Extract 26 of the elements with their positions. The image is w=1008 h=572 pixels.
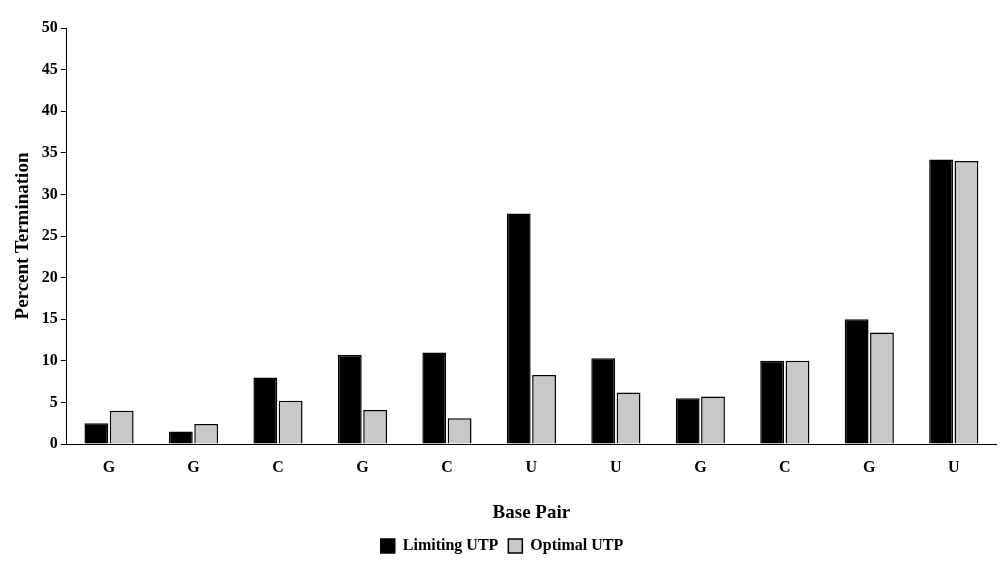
x-tick-label: G xyxy=(863,457,877,475)
x-tick-label: U xyxy=(610,457,623,475)
y-tick-label: 0 xyxy=(49,434,58,452)
x-tick-label: U xyxy=(947,457,960,475)
y-tick-label: 5 xyxy=(49,392,58,410)
x-tick-label: G xyxy=(187,457,201,475)
y-tick-label: 40 xyxy=(41,101,58,119)
x-axis-title: Base Pair xyxy=(492,500,571,522)
y-tick-label: 10 xyxy=(41,350,58,368)
y-tick-label: 30 xyxy=(41,184,58,202)
y-tick-label: 50 xyxy=(41,18,58,36)
x-tick-label: C xyxy=(272,457,284,475)
x-tick-label: U xyxy=(525,457,538,475)
x-tick-label: G xyxy=(356,457,370,475)
legend-label: Optimal UTP xyxy=(530,536,624,555)
y-tick-label: 15 xyxy=(41,309,58,327)
y-tick-label: 25 xyxy=(41,226,58,244)
x-tick-label: G xyxy=(694,457,708,475)
x-tick-label: C xyxy=(441,457,453,475)
x-tick-label: G xyxy=(102,457,116,475)
y-axis-title: Percent Termination xyxy=(11,152,33,320)
y-tick-label: 20 xyxy=(41,267,58,285)
x-tick-label: C xyxy=(779,457,791,475)
y-tick-label: 45 xyxy=(41,59,58,77)
legend-label: Limiting UTP xyxy=(402,536,499,555)
y-tick-label: 35 xyxy=(41,142,58,160)
